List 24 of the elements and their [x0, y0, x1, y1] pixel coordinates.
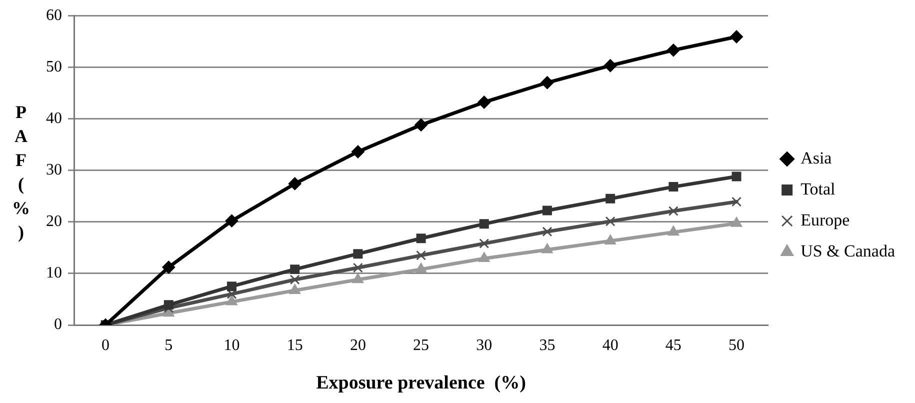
x-tick-label: 0: [102, 336, 110, 354]
x-tick-label: 25: [413, 336, 430, 354]
x-tick-label: 30: [476, 336, 492, 354]
y-axis-title: PAF (%): [11, 101, 31, 244]
x-tick-label: 45: [665, 336, 682, 354]
x-tick-label: 40: [602, 336, 618, 354]
x-tick-label: 20: [350, 336, 366, 354]
x-tick-label: 5: [164, 336, 173, 354]
legend-label: Total: [800, 179, 836, 198]
y-tick-label: 50: [46, 58, 62, 76]
legend-label: US & Canada: [800, 241, 896, 260]
x-tick-label: 15: [286, 336, 303, 354]
x-tick-label: 35: [539, 336, 556, 354]
legend-label: Asia: [800, 148, 832, 168]
y-tick-label: 30: [46, 162, 62, 179]
legend-label: Europe: [800, 210, 850, 230]
y-tick-label: 10: [46, 264, 62, 282]
y-tick-label: 40: [46, 110, 62, 127]
y-tick-label: 60: [46, 6, 62, 24]
x-tick-label: 50: [728, 336, 745, 354]
x-tick-label: 10: [224, 336, 240, 354]
y-tick-label: 0: [54, 316, 62, 334]
x-axis-title: Exposure prevalence (%): [316, 372, 526, 394]
y-tick-label: 20: [46, 213, 62, 230]
